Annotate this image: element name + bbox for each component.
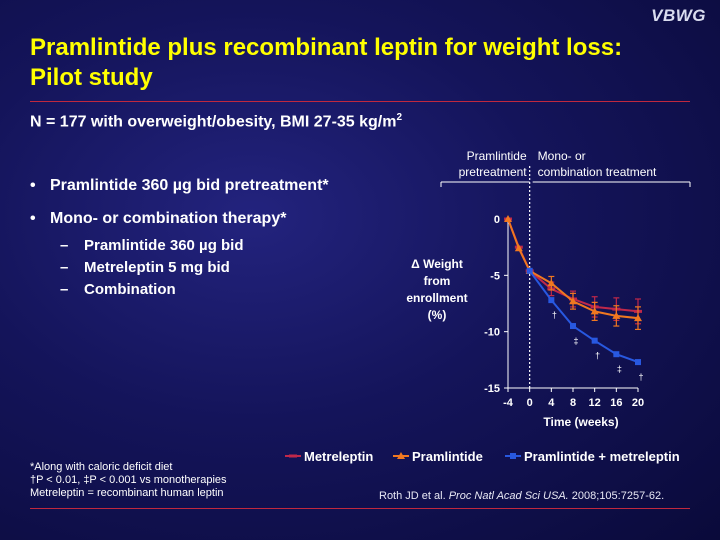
data-point	[590, 307, 599, 315]
citation-authors: Roth JD et al.	[379, 490, 449, 502]
citation-journal: Proc Natl Acad Sci USA.	[448, 490, 569, 502]
subtitle-text: N = 177 with overweight/obesity, BMI 27-…	[30, 113, 397, 131]
x-tick-label: -4	[503, 397, 514, 409]
phase-label-pretreatment: pretreatment	[459, 165, 528, 179]
significance-marker: †	[552, 310, 557, 320]
data-point	[635, 359, 641, 366]
sub-bullet-pramlintide: – Pramlintide 360 µg bid	[60, 237, 244, 254]
footnote-definition: Metreleptin = recombinant human leptin	[30, 487, 224, 499]
footnote-significance: †P < 0.01, ‡P < 0.001 vs monotherapies	[30, 474, 227, 486]
vbwg-logo: VBWG	[651, 6, 706, 25]
series-line	[507, 218, 639, 320]
data-point	[548, 297, 555, 304]
footnotes: *Along with caloric deficit diet †P < 0.…	[30, 461, 227, 500]
title-divider	[30, 101, 690, 102]
bullet-text: Mono- or combination therapy*	[50, 210, 287, 227]
phase-label-treatment: Mono- or	[538, 149, 586, 163]
y-axis-title-line: Δ Weight	[411, 257, 463, 271]
legend-marker	[510, 453, 516, 459]
data-point	[591, 337, 598, 344]
x-tick-label: 8	[570, 397, 576, 409]
citation-details: 2008;105:7257-62.	[568, 490, 665, 502]
significance-marker: †	[595, 351, 600, 361]
citation: Roth JD et al. Proc Natl Acad Sci USA. 2…	[379, 490, 664, 502]
data-point	[514, 244, 523, 252]
y-axis-title-line: from	[424, 274, 451, 288]
subtitle-superscript: 2	[396, 112, 403, 123]
y-tick-label: -5	[490, 270, 500, 282]
bullet-pretreatment: • Pramlintide 360 µg bid pretreatment*	[30, 177, 329, 194]
y-tick-label: -15	[484, 383, 500, 395]
data-point	[613, 351, 620, 358]
y-tick-label: 0	[494, 214, 500, 226]
series-line	[528, 270, 639, 364]
footer-divider	[30, 508, 690, 509]
x-axis-title: Time (weeks)	[543, 415, 618, 429]
slide-title: Pramlintide plus recombinant leptin for …	[30, 34, 623, 91]
data-point	[547, 279, 556, 287]
significance-marker: ‡	[573, 336, 578, 346]
data-point	[526, 267, 533, 274]
significance-marker: ‡	[617, 364, 622, 374]
y-axis-title-line: enrollment	[406, 291, 467, 305]
legend-marker	[289, 454, 297, 458]
bullet-text: Pramlintide 360 µg bid pretreatment*	[50, 177, 329, 194]
bullet-therapy: • Mono- or combination therapy*	[30, 210, 287, 227]
data-point	[504, 215, 512, 222]
study-population: N = 177 with overweight/obesity, BMI 27-…	[30, 112, 402, 131]
x-tick-label: 20	[632, 397, 644, 409]
sub-bullet-combination: – Combination	[60, 281, 176, 298]
data-point	[569, 297, 577, 305]
sub-bullet-text: Metreleptin 5 mg bid	[84, 259, 230, 276]
data-point	[634, 314, 642, 322]
legend-label: Metreleptin	[304, 449, 373, 464]
significance-marker: †	[638, 372, 643, 382]
x-tick-label: 0	[527, 397, 533, 409]
sub-bullet-text: Pramlintide 360 µg bid	[84, 237, 244, 254]
x-tick-label: 4	[548, 397, 555, 409]
legend-label: Pramlintide	[412, 449, 483, 464]
legend-label: Pramlintide + metreleptin	[524, 449, 680, 464]
x-tick-label: 16	[610, 397, 622, 409]
y-tick-label: -10	[484, 327, 500, 339]
sub-bullet-metreleptin: – Metreleptin 5 mg bid	[60, 259, 230, 276]
y-axis-title-line: (%)	[428, 308, 447, 322]
phase-label-treatment: combination treatment	[538, 165, 657, 179]
sub-bullet-text: Combination	[84, 281, 176, 298]
data-point	[570, 323, 576, 330]
footnote-diet: *Along with caloric deficit diet	[30, 461, 173, 473]
phase-label-pretreatment: Pramlintide	[467, 149, 527, 163]
data-point	[612, 311, 621, 319]
x-tick-label: 12	[589, 397, 601, 409]
legend-marker	[397, 452, 405, 459]
